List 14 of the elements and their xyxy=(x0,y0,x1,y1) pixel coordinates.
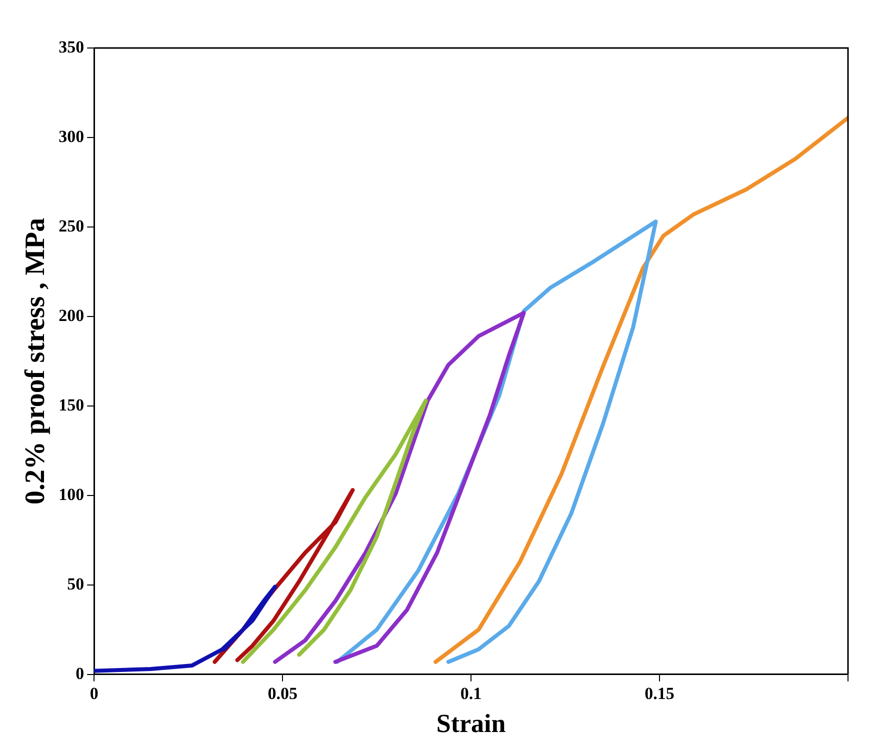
y-tick-label: 250 xyxy=(58,216,84,236)
y-tick-label: 350 xyxy=(58,37,84,56)
y-tick-label: 150 xyxy=(58,395,84,414)
y-tick-label: 50 xyxy=(67,574,84,594)
y-tick-label: 300 xyxy=(58,126,84,146)
x-axis-title: Strain xyxy=(436,709,506,738)
x-tick-label: 0.05 xyxy=(268,684,298,703)
x-tick-label: 0 xyxy=(90,684,98,703)
y-tick-label: 0 xyxy=(76,664,84,683)
y-axis-title: 0.2% proof stress , MPa xyxy=(20,218,52,505)
y-tick-label: 100 xyxy=(58,484,84,504)
y-tick-label: 200 xyxy=(58,306,84,325)
x-tick-label: 0.15 xyxy=(644,684,674,703)
x-tick-label: 0.1 xyxy=(460,684,482,703)
